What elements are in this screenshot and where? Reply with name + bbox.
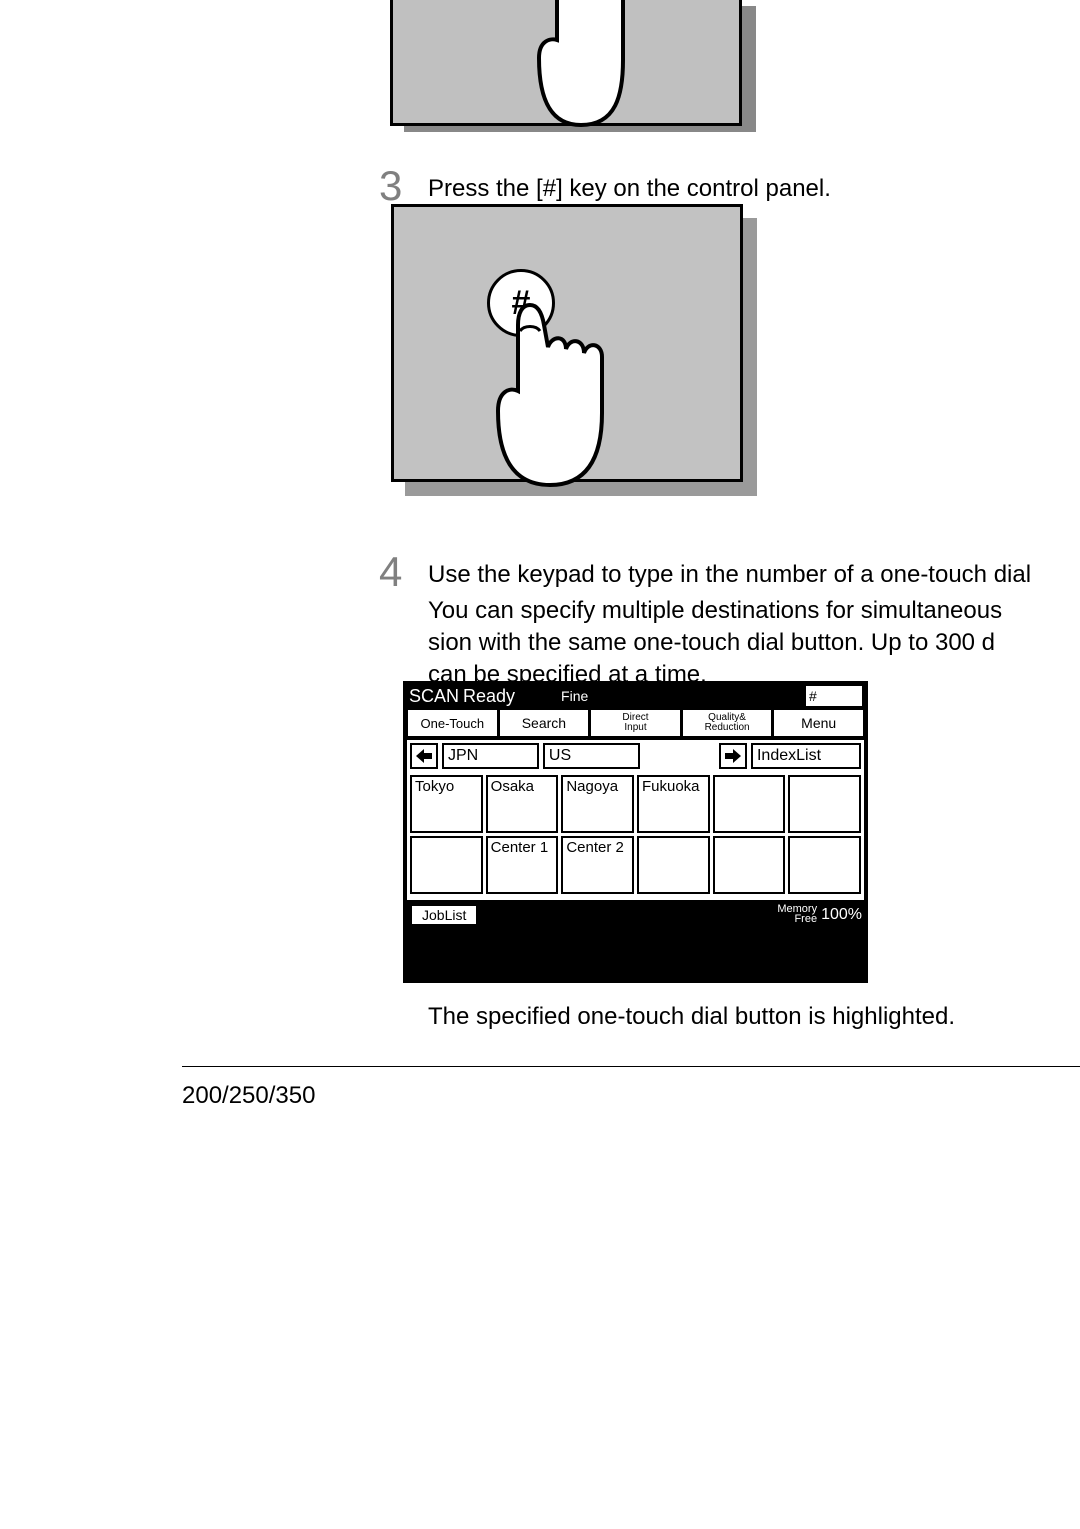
nav-us-button[interactable]: US	[543, 743, 640, 769]
divider	[182, 1066, 1080, 1067]
ready-label: Ready	[463, 686, 515, 707]
lcd-footer: JobList Memory Free 100%	[403, 900, 868, 926]
cell-empty[interactable]	[713, 836, 786, 894]
cell-empty[interactable]	[637, 836, 710, 894]
onetouch-grid: Tokyo Osaka Nagoya Fukuoka Center 1 Cent…	[407, 772, 864, 900]
step-4-line1: Use the keypad to type in the number of …	[428, 558, 1080, 592]
step-number-4: 4	[379, 548, 402, 596]
arrow-right-icon	[725, 749, 741, 763]
finger-illustration	[521, 0, 641, 130]
hash-input-value: #	[809, 688, 817, 704]
lcd-header: SCAN Ready Fine #	[403, 681, 868, 709]
tab-direct-input[interactable]: Direct Input	[590, 709, 681, 737]
step-3-text: Press the [#] key on the control panel.	[428, 172, 831, 206]
joblist-button[interactable]: JobList	[411, 905, 477, 925]
figure-panel	[390, 0, 742, 126]
cell-tokyo[interactable]: Tokyo	[410, 775, 483, 833]
nav-indexlist-button[interactable]: IndexList	[751, 743, 861, 769]
finger-illustration	[490, 295, 620, 495]
nav-row: JPN US IndexList	[407, 740, 864, 772]
step-4-after-text: The specified one-touch dial button is h…	[428, 1000, 955, 1034]
cell-nagoya[interactable]: Nagoya	[561, 775, 634, 833]
cell-empty[interactable]	[410, 836, 483, 894]
hash-input-box[interactable]: #	[806, 686, 862, 706]
cell-fukuoka[interactable]: Fukuoka	[637, 775, 710, 833]
tab-row: One-Touch Search Direct Input Quality& R…	[403, 709, 868, 737]
fine-label: Fine	[561, 688, 588, 704]
memory-percent: 100%	[821, 906, 862, 924]
nav-jpn-button[interactable]: JPN	[442, 743, 539, 769]
step-4-line3: sion with the same one-touch dial button…	[428, 626, 1080, 660]
cell-empty[interactable]	[788, 775, 861, 833]
nav-right-arrow[interactable]	[719, 743, 747, 769]
memory-label: Memory Free	[777, 905, 817, 925]
footer-model-text: 200/250/350	[182, 1082, 315, 1110]
figure-top-partial	[390, 0, 754, 136]
cell-empty[interactable]	[713, 775, 786, 833]
nav-left-arrow[interactable]	[410, 743, 438, 769]
cell-empty[interactable]	[788, 836, 861, 894]
tab-menu[interactable]: Menu	[773, 709, 864, 737]
tab-quality-reduction[interactable]: Quality& Reduction	[682, 709, 773, 737]
figure-panel: #	[391, 204, 743, 482]
arrow-left-icon	[416, 749, 432, 763]
lcd-panel: SCAN Ready Fine # One-Touch Search Direc…	[403, 681, 868, 983]
cell-center1[interactable]: Center 1	[486, 836, 559, 894]
tab-search[interactable]: Search	[499, 709, 590, 737]
cell-center2[interactable]: Center 2	[561, 836, 634, 894]
step-4-line2: You can specify multiple destinations fo…	[428, 594, 1080, 628]
step-number-3: 3	[379, 162, 402, 210]
scan-label: SCAN	[409, 686, 459, 707]
figure-step-3: #	[391, 204, 755, 496]
tab-onetouch[interactable]: One-Touch	[407, 709, 498, 737]
cell-osaka[interactable]: Osaka	[486, 775, 559, 833]
